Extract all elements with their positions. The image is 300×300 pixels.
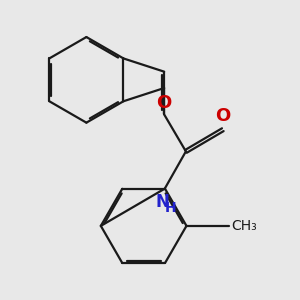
Text: CH₃: CH₃	[231, 219, 257, 233]
Text: N: N	[156, 193, 170, 211]
Text: O: O	[215, 106, 230, 124]
Text: O: O	[157, 94, 172, 112]
Text: H: H	[165, 201, 177, 214]
